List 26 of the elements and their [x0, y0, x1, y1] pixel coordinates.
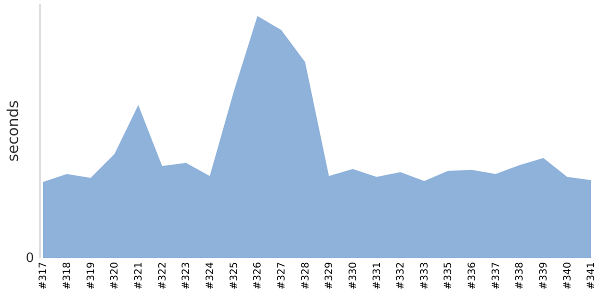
x-tick-label: #332: [396, 262, 407, 290]
x-tick-label: #324: [204, 262, 216, 290]
x-tick-label: #335: [443, 262, 454, 290]
x-tick-label: #328: [300, 262, 312, 290]
x-tick-label: #336: [467, 262, 478, 290]
x-tick-label: #321: [134, 262, 145, 290]
x-tick-label: #337: [490, 262, 502, 290]
x-tick-label: #322: [157, 262, 168, 290]
x-tick-label: #341: [586, 262, 598, 290]
x-tick-label: #333: [419, 262, 430, 290]
x-tick-label: #338: [514, 262, 526, 290]
x-tick-label: #331: [372, 262, 383, 290]
x-tick-label: #339: [538, 262, 550, 290]
x-tick-label: #325: [228, 262, 240, 290]
x-tick-label: #318: [62, 262, 74, 290]
x-tick-label: #340: [562, 262, 574, 290]
x-tick-label: #327: [276, 262, 288, 290]
y-axis-title: seconds: [4, 100, 22, 162]
x-tick-label: #320: [110, 262, 121, 290]
x-tick-label: #329: [324, 262, 336, 290]
x-tick-label: #323: [181, 262, 192, 290]
x-tick-label: #326: [252, 262, 264, 290]
x-tick-label: #317: [38, 262, 50, 290]
x-tick-label: #319: [86, 262, 97, 290]
annotation: 0: [26, 251, 34, 266]
x-tick-label: #330: [348, 262, 359, 290]
